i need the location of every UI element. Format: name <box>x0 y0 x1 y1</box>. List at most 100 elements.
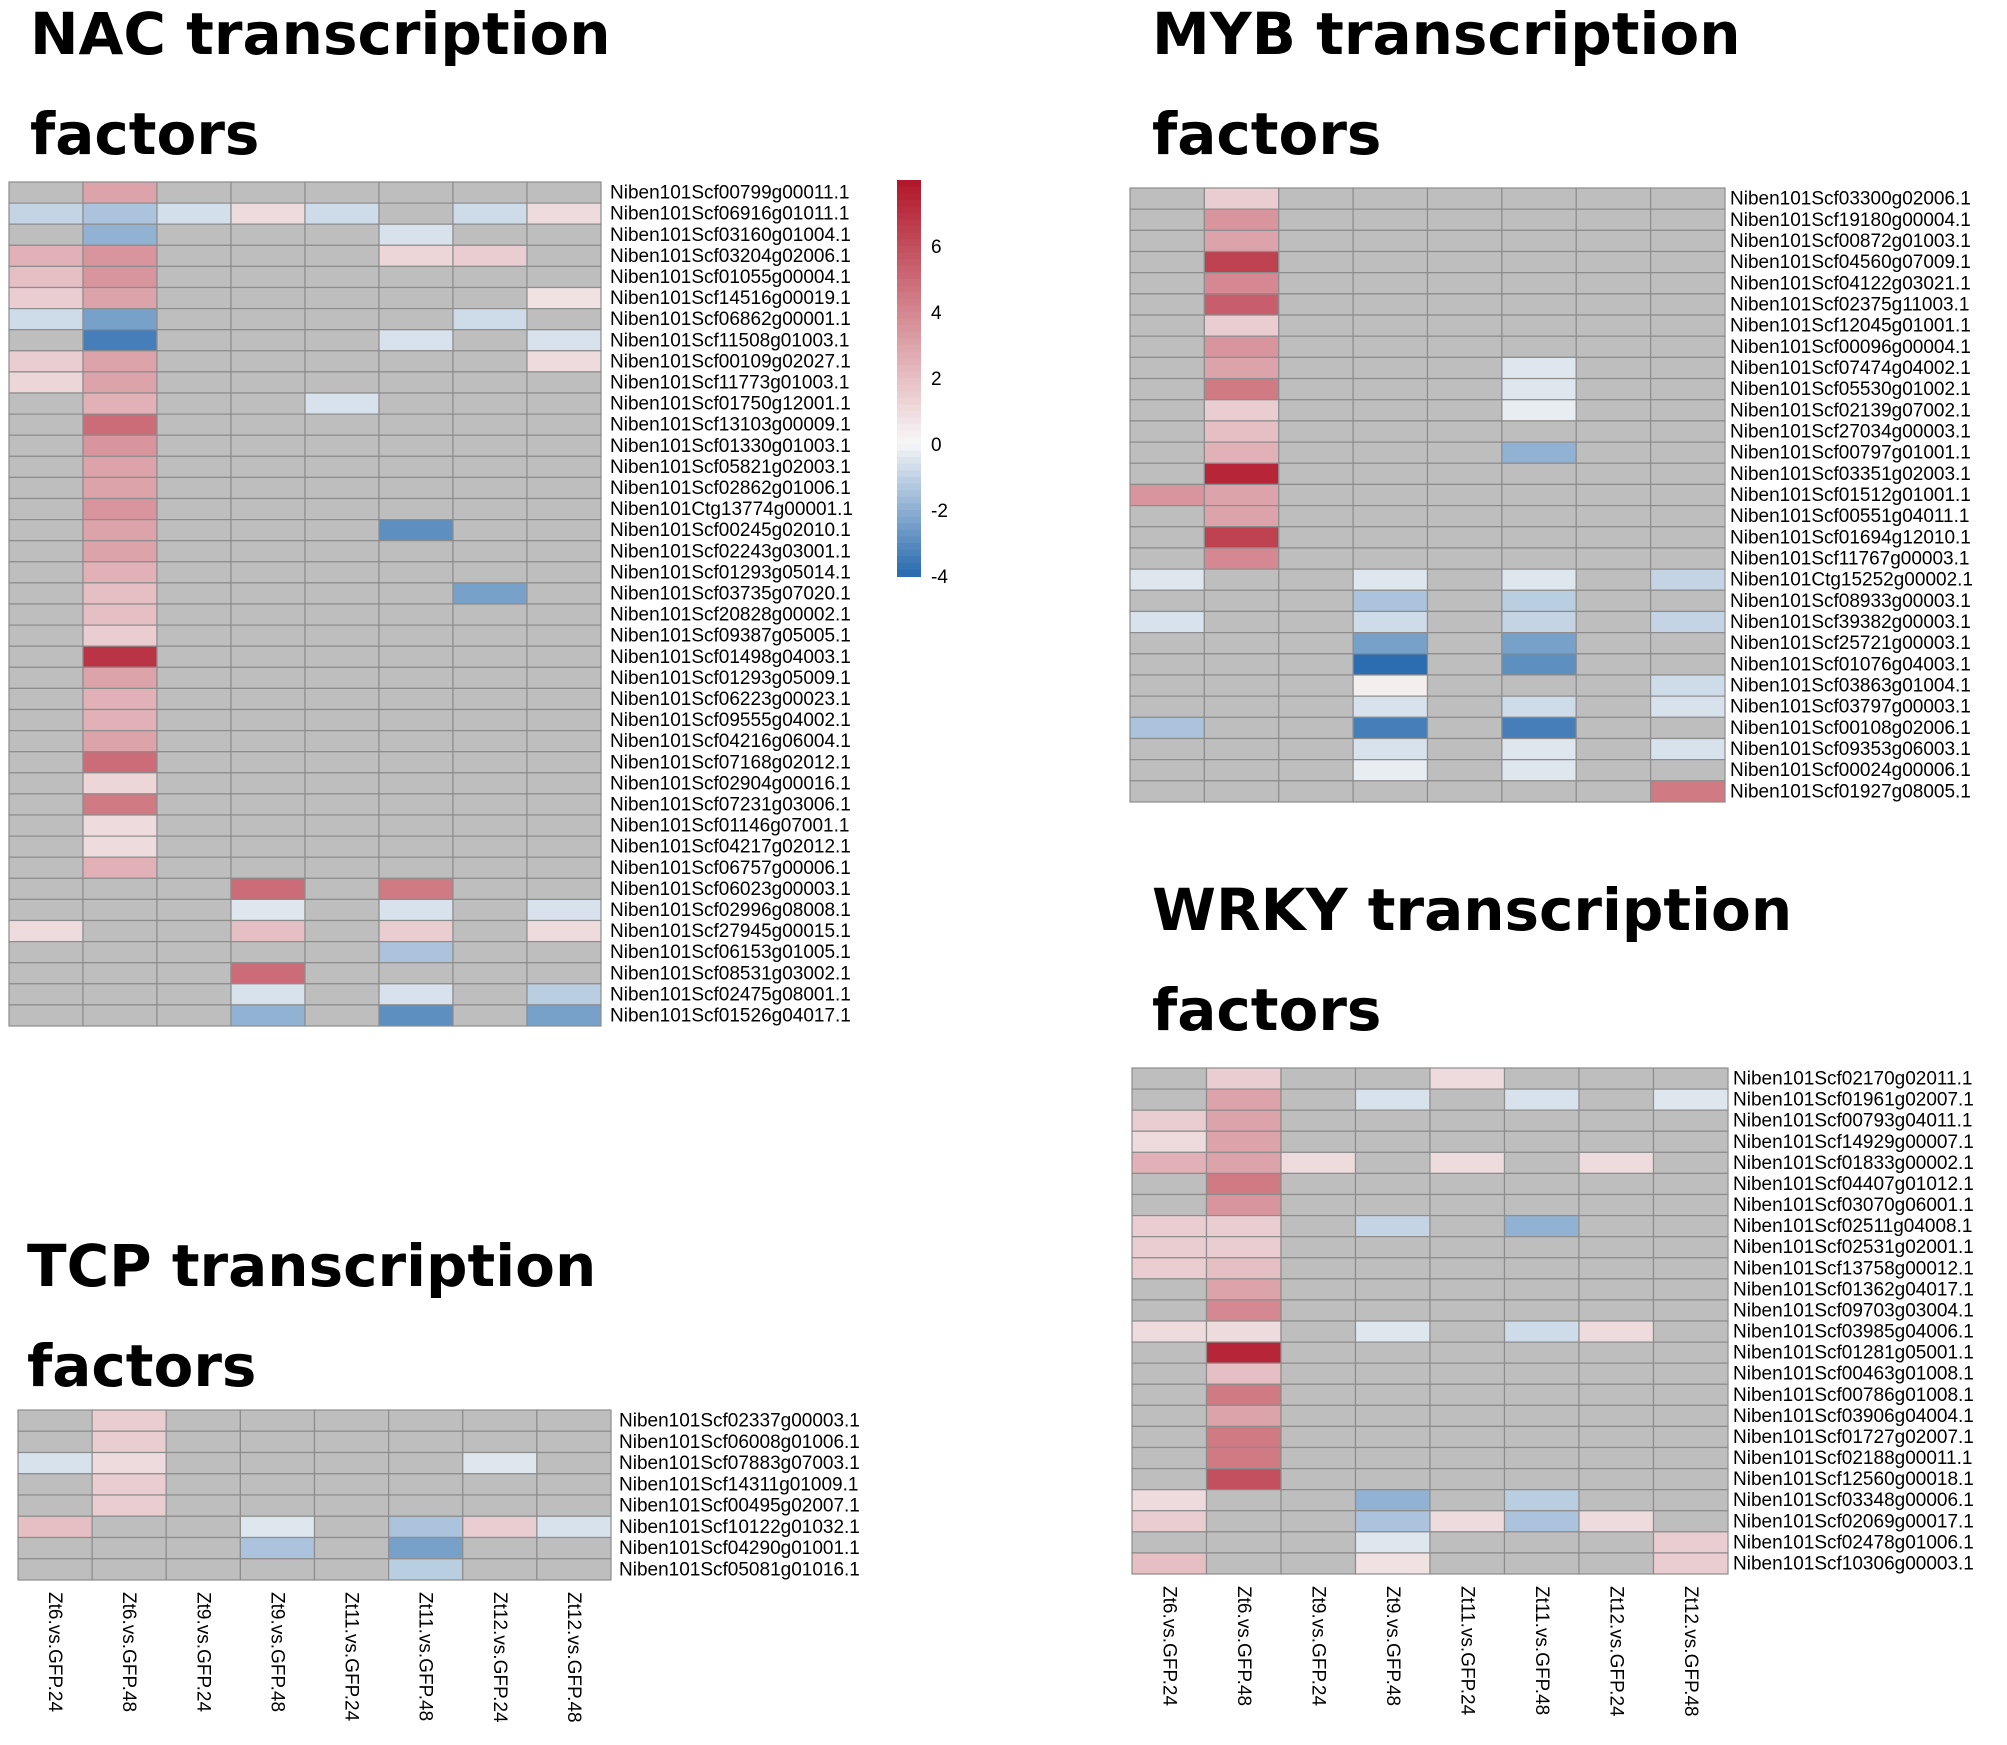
heatmap-cell <box>1280 1320 1357 1343</box>
heatmap-cell <box>1426 335 1503 358</box>
row-label: Niben101Scf00245g02010.1 <box>610 520 851 541</box>
legend-swatch <box>897 490 921 498</box>
heatmap-cell <box>156 645 232 668</box>
heatmap-cell <box>230 645 306 668</box>
heatmap-cell <box>1278 589 1354 613</box>
legend-tick-label: 0 <box>931 435 942 456</box>
heatmap-cell <box>1129 420 1205 443</box>
heatmap-cell <box>230 772 306 795</box>
heatmap-cell <box>1280 1214 1357 1238</box>
heatmap-cell <box>462 1494 538 1517</box>
heatmap-cell <box>1578 1257 1655 1280</box>
heatmap-cell <box>1129 504 1205 528</box>
heatmap-cell <box>1503 1383 1580 1406</box>
heatmap-cell <box>1352 441 1429 464</box>
heatmap-cell <box>1352 483 1429 507</box>
row-label: Niben101Scf00786g01008.1 <box>1733 1385 1974 1406</box>
heatmap-cell <box>230 793 306 816</box>
heatmap-cell <box>1352 293 1429 316</box>
heatmap-cell <box>1203 483 1280 507</box>
heatmap-cell <box>1354 1236 1431 1259</box>
heatmap-1: Niben101Scf03300g02006.1Niben101Scf19180… <box>1129 187 1973 803</box>
heatmap-cell <box>526 603 602 626</box>
heatmap-cell <box>1354 1383 1431 1406</box>
heatmap-cell <box>1278 780 1354 803</box>
heatmap-cell <box>1578 1489 1655 1512</box>
heatmap-cell <box>304 729 380 753</box>
heatmap-cell <box>230 919 306 943</box>
row-label: Niben101Scf01330g01003.1 <box>610 436 851 457</box>
legend-tick-label: -4 <box>931 567 948 588</box>
heatmap-cell <box>230 202 306 225</box>
heatmap-cell <box>1280 1510 1357 1533</box>
heatmap-cell <box>452 350 528 373</box>
row-label: Niben101Scf02531g02001.1 <box>1733 1237 1974 1258</box>
row-label: Niben101Scf01293g05009.1 <box>610 668 851 689</box>
row-label: Niben101Scf02375g11003.1 <box>1730 294 1969 315</box>
heatmap-cell <box>526 497 602 521</box>
heatmap-cell <box>1354 1109 1431 1132</box>
heatmap-cell <box>8 181 84 204</box>
heatmap-cell <box>1203 737 1280 761</box>
heatmap-cell <box>1131 1489 1208 1512</box>
heatmap-cell <box>1429 1193 1506 1217</box>
heatmap-cell <box>526 983 602 1006</box>
heatmap-cell <box>156 244 232 268</box>
heatmap-cell <box>388 1494 464 1517</box>
heatmap-cell <box>1280 1446 1357 1470</box>
heatmap-cell <box>378 877 454 900</box>
heatmap-cell <box>1278 250 1354 274</box>
heatmap-cell <box>1131 1425 1208 1449</box>
heatmap-cell <box>1575 674 1652 697</box>
heatmap-cell <box>230 603 306 626</box>
heatmap-cell <box>91 1451 167 1475</box>
heatmap-cell <box>230 329 306 352</box>
heatmap-cell <box>17 1430 93 1454</box>
heatmap-cell <box>452 645 528 668</box>
heatmap-cell <box>1278 759 1354 782</box>
heatmap-cell <box>1131 1531 1208 1554</box>
heatmap-cell <box>526 582 602 605</box>
heatmap-cell <box>8 645 84 668</box>
column-label: Zt9.vs.GFP.48 <box>266 1592 287 1712</box>
legend-swatch <box>897 292 921 300</box>
heatmap-cell <box>378 392 454 415</box>
heatmap-cell <box>1501 377 1577 401</box>
heatmap-cell <box>378 751 454 774</box>
row-label: Niben101Scf02511g04008.1 <box>1733 1216 1972 1237</box>
heatmap-cell <box>1575 695 1652 718</box>
heatmap-cell <box>1352 335 1429 358</box>
heatmap-cell <box>1205 1341 1282 1364</box>
heatmap-cell <box>1429 1467 1506 1491</box>
heatmap-cell <box>1652 1088 1729 1111</box>
row-label: Niben101Scf06223g00023.1 <box>610 689 851 710</box>
row-label: Niben101Scf12045g01001.1 <box>1730 316 1971 337</box>
heatmap-cell <box>452 308 528 331</box>
heatmap-cell <box>1575 610 1652 634</box>
heatmap-cell <box>1280 1362 1357 1385</box>
heatmap-cell <box>378 434 454 457</box>
heatmap-cell <box>165 1558 241 1581</box>
heatmap-cell <box>1650 695 1726 718</box>
heatmap-cell <box>1131 1236 1208 1259</box>
row-label: Niben101Scf07474g04002.1 <box>1730 358 1971 379</box>
heatmap-cell <box>1426 462 1503 486</box>
heatmap-cell <box>1129 632 1205 655</box>
row-label: Niben101Scf01362g04017.1 <box>1733 1279 1974 1300</box>
heatmap-cell <box>1354 1531 1431 1554</box>
heatmap-cell <box>8 687 84 711</box>
row-label: Niben101Scf02170g02011.1 <box>1733 1069 1972 1090</box>
heatmap-cell <box>1354 1193 1431 1217</box>
heatmap-cell <box>378 244 454 268</box>
heatmap-cell <box>230 540 306 563</box>
heatmap-cell <box>452 729 528 753</box>
heatmap-cell <box>8 962 84 985</box>
row-label: Niben101Scf02337g00003.1 <box>619 1411 860 1432</box>
heatmap-cell <box>1501 335 1577 358</box>
heatmap-cell <box>1205 1257 1282 1280</box>
heatmap-cell <box>1426 610 1503 634</box>
legend-swatch <box>897 331 921 340</box>
heatmap-cell <box>230 476 306 500</box>
heatmap-cell <box>8 476 84 500</box>
heatmap-cell <box>1426 716 1503 740</box>
